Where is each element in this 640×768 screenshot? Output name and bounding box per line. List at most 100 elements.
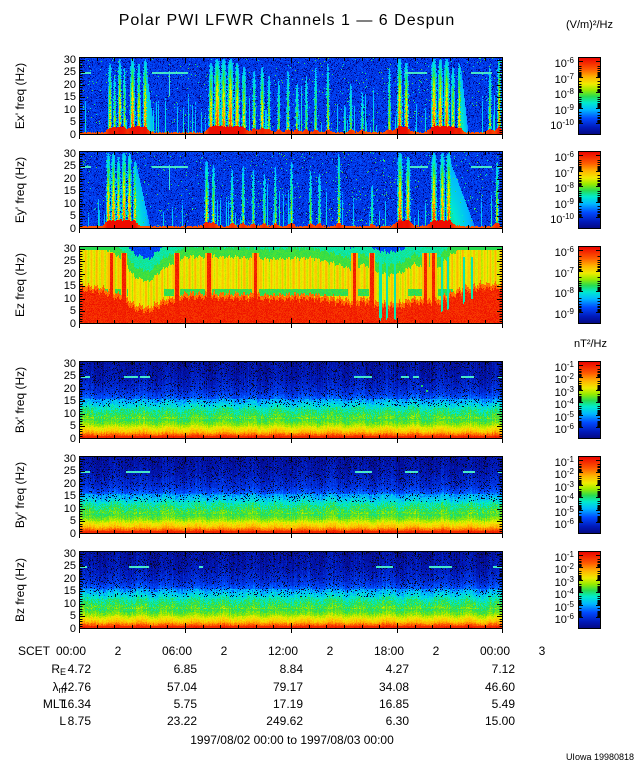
ephemeris-value: 8.84 — [279, 662, 303, 676]
colorbar-mantissa: 10 — [554, 589, 567, 602]
colorbar-tick-label: 10-5 — [530, 503, 574, 520]
ephemeris-value: 249.62 — [266, 714, 303, 728]
freq-tick-label: 0 — [69, 433, 76, 445]
colorbar-mantissa: 10 — [554, 362, 567, 374]
ephemeris-value: 17.19 — [272, 697, 303, 711]
ephemeris-row-label-r: RE — [0, 662, 66, 677]
colorbar-mantissa: 10 — [554, 519, 567, 531]
colorbar-mantissa: 10 — [554, 564, 567, 577]
freq-tick-label: 20 — [63, 267, 76, 280]
colorbar-by — [578, 456, 601, 534]
colorbar-exponent: -1 — [566, 550, 574, 559]
ephemeris-value: 34.08 — [378, 680, 409, 694]
ephemeris-value: 57.04 — [166, 680, 197, 694]
scet-time-label: 18:00 — [373, 644, 405, 658]
colorbar-exponent: -6 — [566, 517, 574, 526]
ephemeris-value: 23.22 — [166, 714, 197, 728]
spectrogram-bx-canvas — [79, 361, 503, 444]
colorbar-mantissa: 10 — [554, 89, 567, 101]
credit-label: UIowa 19980818 — [565, 752, 634, 762]
freq-tick-label: 20 — [63, 78, 76, 91]
ephemeris-value: 8.75 — [67, 714, 91, 728]
freq-tick-label: 5 — [69, 610, 76, 623]
colorbar-mantissa: 10 — [554, 506, 567, 519]
scet-time-label: 00:00 — [55, 644, 87, 658]
colorbar-exponent: -2 — [566, 372, 574, 382]
colorbar-mantissa: 10 — [550, 214, 563, 226]
colorbar-exponent: -5 — [566, 504, 574, 514]
freq-tick-label: 10 — [63, 103, 76, 116]
colorbar-mantissa: 10 — [554, 399, 567, 412]
freq-tick-label: 5 — [69, 116, 76, 129]
freq-tick-label: 0 — [69, 528, 76, 540]
colorbar-tick-label: 10-2 — [530, 560, 574, 577]
colorbar-mantissa: 10 — [554, 152, 567, 164]
colorbar-exponent: -8 — [566, 87, 574, 96]
ephemeris-value: 5.75 — [173, 697, 197, 711]
colorbar-mantissa: 10 — [554, 288, 567, 301]
colorbar-exponent: -8 — [566, 181, 574, 190]
scet-time-label: 06:00 — [161, 644, 193, 658]
colorbar-tick-label: 10-4 — [530, 490, 574, 507]
colorbar-tick-label: 10-6 — [530, 610, 574, 627]
scet-day-label: 2 — [114, 644, 122, 658]
ephemeris-value: 4.72 — [67, 662, 91, 676]
colorbar-tick-label: 10-3 — [530, 478, 574, 495]
freq-tick-label: 25 — [63, 465, 76, 478]
colorbar-tick-label: 10-2 — [530, 465, 574, 482]
freq-tick-label: 25 — [63, 160, 76, 173]
scet-axis-label: SCET — [18, 644, 51, 658]
colorbar-mantissa: 10 — [554, 309, 567, 321]
freq-tick-label: 10 — [63, 292, 76, 305]
colorbar-exponent: -2 — [566, 562, 574, 572]
colorbar-tick-label: 10-6 — [530, 243, 574, 260]
colorbar-ey — [578, 151, 601, 229]
ephemeris-value: 4.27 — [385, 662, 409, 676]
colorbar-mantissa: 10 — [554, 614, 567, 626]
colorbar-mantissa: 10 — [554, 374, 567, 387]
colorbar-exponent: -10 — [562, 118, 574, 127]
colorbar-mantissa: 10 — [554, 183, 567, 195]
colorbar-exponent: -6 — [566, 612, 574, 621]
freq-tick-label: 0 — [69, 129, 76, 141]
ephemeris-value: 42.76 — [60, 680, 91, 694]
freq-tick-label: 15 — [63, 91, 76, 104]
colorbar-mantissa: 10 — [550, 120, 563, 132]
colorbar-mantissa: 10 — [554, 167, 567, 180]
ephemeris-label-base: L — [59, 714, 66, 728]
ephemeris-row-label-λ: λm — [0, 680, 67, 695]
colorbar-exponent: -4 — [566, 587, 574, 597]
time-range-caption: 1997/08/02 00:00 to 1997/08/03 00:00 — [190, 733, 394, 747]
colorbar-exponent: -4 — [566, 397, 574, 407]
colorbar-mantissa: 10 — [554, 576, 567, 589]
colorbar-mantissa: 10 — [554, 198, 567, 211]
freq-tick-label: 20 — [63, 477, 76, 490]
ephemeris-value: 15.00 — [484, 714, 515, 728]
colorbar-tick-label: 10-5 — [530, 408, 574, 425]
colorbar-mantissa: 10 — [554, 411, 567, 424]
ephemeris-value: 16.85 — [378, 697, 409, 711]
freq-tick-label: 25 — [63, 560, 76, 573]
colorbar-exponent: -3 — [566, 574, 574, 584]
ephemeris-value: 46.60 — [484, 680, 515, 694]
colorbar-exponent: -5 — [566, 409, 574, 419]
ephemeris-label-base: MLT — [42, 697, 66, 711]
freq-tick-label: 15 — [63, 490, 76, 503]
colorbar-exponent: -9 — [566, 196, 574, 206]
freq-tick-label: 5 — [69, 210, 76, 223]
colorbar-exponent: -9 — [566, 102, 574, 112]
freq-tick-label: 20 — [63, 572, 76, 585]
freq-tick-label: 10 — [63, 197, 76, 210]
ephemeris-row-label-l: L — [0, 714, 66, 728]
colorbar-exponent: -1 — [566, 360, 574, 369]
colorbar-exponent: -8 — [566, 286, 574, 296]
colorbar-mantissa: 10 — [554, 424, 567, 436]
colorbar-tick-label: 10-6 — [530, 148, 574, 165]
freq-tick-label: 0 — [69, 223, 76, 235]
spectrogram-ez-canvas — [79, 246, 503, 329]
freq-tick-label: 30 — [63, 547, 76, 560]
freq-tick-label: 0 — [69, 318, 76, 330]
colorbar-ex — [578, 57, 601, 135]
